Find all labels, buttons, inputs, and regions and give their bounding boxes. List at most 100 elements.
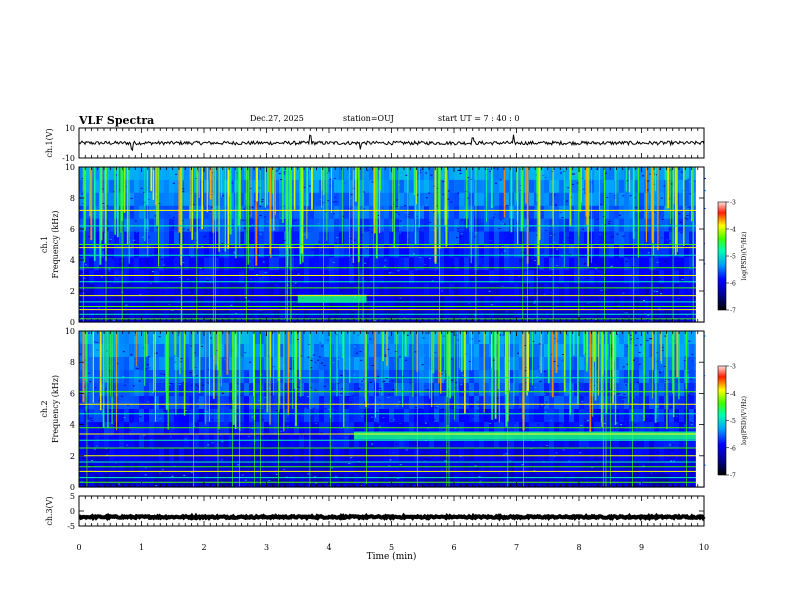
ch1-spectrogram-cell bbox=[464, 270, 470, 284]
ch2-spectrogram-cell bbox=[589, 448, 595, 462]
ch2-spectrogram-cell bbox=[579, 396, 585, 410]
ch1-spectrogram-cell bbox=[369, 192, 375, 207]
ch1-spectrogram-speck bbox=[604, 232, 607, 234]
ch1-spectrogram-cell bbox=[669, 167, 675, 181]
ch1-spectrogram-cell bbox=[559, 179, 565, 194]
ch2-spectrogram-cell bbox=[614, 474, 620, 488]
ch1-spectrogram-cell bbox=[259, 167, 265, 181]
ch1-spectrogram-cell bbox=[379, 257, 385, 271]
ch1-spectrogram-cell bbox=[419, 296, 425, 310]
ch1-spectrogram-cell bbox=[269, 270, 275, 284]
ch2-spectrogram-speck bbox=[423, 460, 426, 462]
ch2-spectrogram-speck bbox=[200, 345, 203, 347]
ch2-spectrogram-speck bbox=[349, 401, 352, 403]
ch1-spectrogram-speck bbox=[86, 293, 89, 295]
ch2-spectrogram-cell bbox=[184, 370, 190, 384]
ch2-spectrogram-speck bbox=[380, 363, 383, 365]
ch2-spectrogram-speck bbox=[110, 405, 113, 407]
ch2-spectrogram-speck bbox=[228, 397, 231, 399]
ch2-spectrogram-cell bbox=[649, 357, 655, 371]
ch1-spectrogram-speck bbox=[102, 249, 105, 251]
ch1-spectrogram-cell bbox=[454, 257, 460, 271]
ch1-spectrogram-speck bbox=[486, 169, 489, 171]
ch2-spectrogram-speck bbox=[419, 423, 422, 425]
ch1-spectrogram-speck bbox=[353, 303, 356, 305]
ch1-spectrogram-cell bbox=[669, 205, 675, 220]
ch1-spectrogram-speck bbox=[399, 232, 402, 234]
ch1-spectrogram-cell bbox=[159, 205, 165, 220]
ch1-spectrogram-cell bbox=[164, 244, 170, 258]
ch1-spectrogram-speck bbox=[567, 237, 570, 239]
ch1-spectrogram-speck bbox=[616, 233, 619, 235]
ch2-spectrogram-speck bbox=[307, 356, 310, 358]
ch1-spectrogram-cell bbox=[634, 270, 640, 284]
ch2-spectrogram-speck bbox=[393, 419, 395, 420]
ch1-spectrogram-cell bbox=[504, 244, 510, 258]
ch2-spectrogram-cell bbox=[314, 448, 320, 462]
ch2-spectrogram-cell bbox=[374, 396, 380, 410]
ch2-spectrogram-cell bbox=[494, 370, 500, 384]
ch1-spectrogram-cell bbox=[359, 231, 365, 246]
ch1-spectrogram-cell bbox=[629, 309, 635, 323]
ch2-spectrogram-cell bbox=[609, 357, 615, 371]
ch1-spectrogram-speck bbox=[243, 208, 246, 210]
ch1-spectrogram-cell bbox=[644, 244, 650, 258]
ch1-spectrogram-cell bbox=[94, 296, 100, 310]
ch1-spectrogram-speck bbox=[419, 257, 422, 258]
ch2-spectrogram-cell bbox=[574, 409, 580, 423]
ch2-spectrogram-cell bbox=[434, 344, 440, 358]
ch2-spectrogram-speck bbox=[534, 371, 537, 373]
ch2-spectrogram-cell bbox=[179, 422, 185, 436]
ch1-spectrogram-cell bbox=[584, 309, 590, 323]
ch1-spectrogram-cell bbox=[199, 309, 205, 323]
ch2-spectrogram-cell bbox=[184, 383, 190, 397]
ch2-spectrogram-cell bbox=[319, 461, 325, 475]
ch2-spectrogram-cell bbox=[344, 383, 350, 397]
ch1-spectrogram-speck bbox=[124, 186, 127, 188]
ch2-spectrogram-cell bbox=[349, 357, 355, 371]
ch2-spectrogram-speck bbox=[392, 457, 395, 459]
ch2-spectrogram-speck bbox=[489, 423, 492, 424]
ch1-spectrogram-cell bbox=[424, 205, 430, 220]
ch2-spectrogram-speck bbox=[242, 442, 244, 444]
ch2-spectrogram-speck bbox=[273, 331, 276, 333]
ch1-spectrogram-speck bbox=[620, 311, 623, 313]
ch1-spectrogram-cell bbox=[394, 257, 400, 271]
ch1-spectrogram-cell bbox=[404, 205, 410, 220]
ch2-spectrogram-cell bbox=[489, 474, 495, 488]
ch2-spectrogram-cell bbox=[659, 474, 665, 488]
ch2-spectrogram-speck bbox=[306, 481, 308, 483]
ch2-spectrogram-speck bbox=[89, 378, 92, 380]
ch2-spectrogram-cell bbox=[284, 474, 290, 488]
ch2-spectrogram-cell bbox=[229, 448, 235, 462]
ch1-spectrogram-speck bbox=[536, 231, 539, 233]
ch2-spectrogram-cell bbox=[554, 383, 560, 397]
ch1-spectrogram-cell bbox=[659, 257, 665, 271]
ch2-spectrogram-cell bbox=[509, 331, 515, 345]
ch1-spectrogram-speck bbox=[618, 214, 621, 216]
ch1-spectrogram-speck bbox=[343, 182, 346, 184]
ch1-spectrogram-cell bbox=[529, 167, 535, 181]
ch2-spectrogram-cell bbox=[509, 396, 515, 410]
ch2-spectrogram-speck bbox=[169, 475, 172, 477]
ch2-spectrogram-cell bbox=[469, 396, 475, 410]
ch1-spectrogram-speck bbox=[397, 213, 400, 215]
ch1-spectrogram-cell bbox=[469, 179, 475, 194]
ch1-spectrogram-cell bbox=[84, 309, 90, 323]
ch2-spectrogram-speck bbox=[446, 471, 449, 473]
ch1-spectrogram-cell bbox=[319, 283, 325, 297]
ch1-spectrogram-speck bbox=[415, 269, 418, 271]
ch2-spectrogram-cell bbox=[524, 474, 530, 488]
ch2-spectrogram-speck bbox=[556, 360, 559, 362]
ch1-spectrogram-cell bbox=[414, 283, 420, 297]
ch1-spectrogram-cell bbox=[549, 270, 555, 284]
ch2-spectrogram-speck bbox=[425, 332, 428, 334]
ch1-spectrogram-cell bbox=[519, 309, 525, 323]
ch1-spectrogram-cell bbox=[324, 257, 330, 271]
ch1-spectrogram-speck bbox=[178, 277, 181, 278]
ch2-spectrogram-cell bbox=[449, 448, 455, 462]
ch2-spectrogram-cell bbox=[284, 409, 290, 423]
ch2-spectrogram-cell bbox=[159, 344, 165, 358]
ch1-spectrogram-cell bbox=[299, 296, 305, 310]
ch2-spectrogram-cell bbox=[224, 422, 230, 436]
